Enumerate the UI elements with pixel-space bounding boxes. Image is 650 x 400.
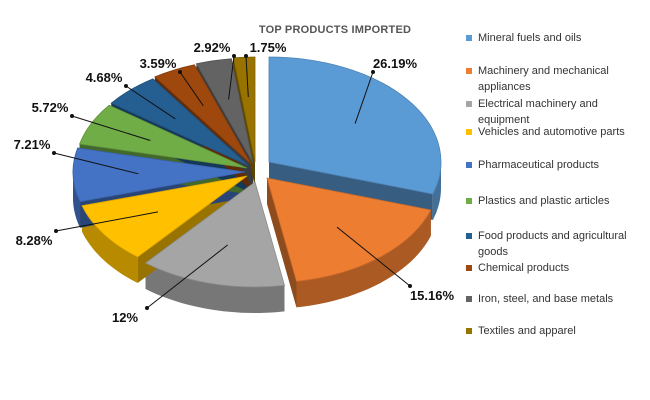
chart-legend: Mineral fuels and oils Machinery and mech… xyxy=(466,0,650,400)
pie-slice-3 xyxy=(81,175,248,258)
leader-line-4 xyxy=(53,152,139,175)
leader-dot-4 xyxy=(52,151,56,155)
data-label-4: 7.21% xyxy=(14,137,51,152)
legend-label-3: Vehicles and automotive parts xyxy=(478,126,625,138)
legend-swatch-9 xyxy=(466,328,472,334)
legend-label-0: Mineral fuels and oils xyxy=(478,32,582,44)
pie-slice-side-0 xyxy=(269,57,433,221)
leader-dot-5 xyxy=(70,114,74,118)
data-label-1: 15.16% xyxy=(410,288,455,303)
pie-slice-wall-3 xyxy=(82,205,138,283)
leader-line-9 xyxy=(245,55,249,98)
leader-dot-6 xyxy=(124,84,128,88)
pie-slice-7 xyxy=(154,64,252,165)
pie-slice-4 xyxy=(72,147,246,203)
pie-slice-wall-1 xyxy=(296,210,431,308)
legend-label-1: Machinery and mechanical appliances xyxy=(478,65,609,93)
data-label-2: 12% xyxy=(112,310,138,325)
data-label-9: 1.75% xyxy=(250,40,287,55)
leader-line-1 xyxy=(336,226,411,287)
leader-dot-1 xyxy=(408,284,412,288)
pie-slice-wall-2 xyxy=(145,263,285,313)
pie-slice-8 xyxy=(195,58,254,164)
pie-slice-wall-0 xyxy=(432,162,441,220)
leader-dot-0 xyxy=(371,70,375,74)
pie-slice-5 xyxy=(79,104,248,169)
leader-line-0 xyxy=(354,71,374,124)
leader-dot-3 xyxy=(54,229,58,233)
legend-label-2: Electrical machinery and equipment xyxy=(478,98,598,126)
data-label-8: 2.92% xyxy=(194,40,231,55)
leader-dot-8 xyxy=(232,54,236,58)
pie-slice-6 xyxy=(110,78,250,167)
legend-label-7: Chemical products xyxy=(478,262,570,274)
leader-line-2 xyxy=(146,244,229,309)
legend-swatch-5 xyxy=(466,198,472,204)
leader-line-5 xyxy=(71,115,151,141)
legend-swatch-7 xyxy=(466,265,472,271)
leader-dot-9 xyxy=(244,54,248,58)
data-label-6: 4.68% xyxy=(86,70,123,85)
pie-slice-wall-4 xyxy=(73,172,80,228)
leader-line-3 xyxy=(55,211,159,232)
pie-slice-0 xyxy=(268,56,442,195)
data-label-5: 5.72% xyxy=(32,100,69,115)
leader-dot-7 xyxy=(178,70,182,74)
leader-line-8 xyxy=(228,55,235,100)
legend-swatch-1 xyxy=(466,68,472,74)
legend-label-9: Textiles and apparel xyxy=(478,325,576,337)
legend-swatch-4 xyxy=(466,162,472,168)
chart-title: TOP PRODUCTS IMPORTED xyxy=(259,24,411,36)
legend-swatch-2 xyxy=(466,101,472,107)
legend-label-8: Iron, steel, and base metals xyxy=(478,293,614,305)
leader-line-6 xyxy=(125,85,176,120)
data-label-0: 26.19% xyxy=(373,56,418,71)
legend-label-6: Food products and agricultural goods xyxy=(478,230,627,258)
pie-slice-1 xyxy=(266,177,432,282)
legend-swatch-6 xyxy=(466,233,472,239)
legend-swatch-3 xyxy=(466,129,472,135)
legend-label-4: Pharmaceutical products xyxy=(478,159,600,171)
legend-swatch-8 xyxy=(466,296,472,302)
data-label-3: 8.28% xyxy=(16,233,53,248)
leader-dot-2 xyxy=(145,306,149,310)
legend-swatch-0 xyxy=(466,35,472,41)
leader-line-7 xyxy=(179,71,204,107)
data-label-7: 3.59% xyxy=(140,56,177,71)
pie-slice-2 xyxy=(144,181,286,288)
legend-label-5: Plastics and plastic articles xyxy=(478,195,610,207)
